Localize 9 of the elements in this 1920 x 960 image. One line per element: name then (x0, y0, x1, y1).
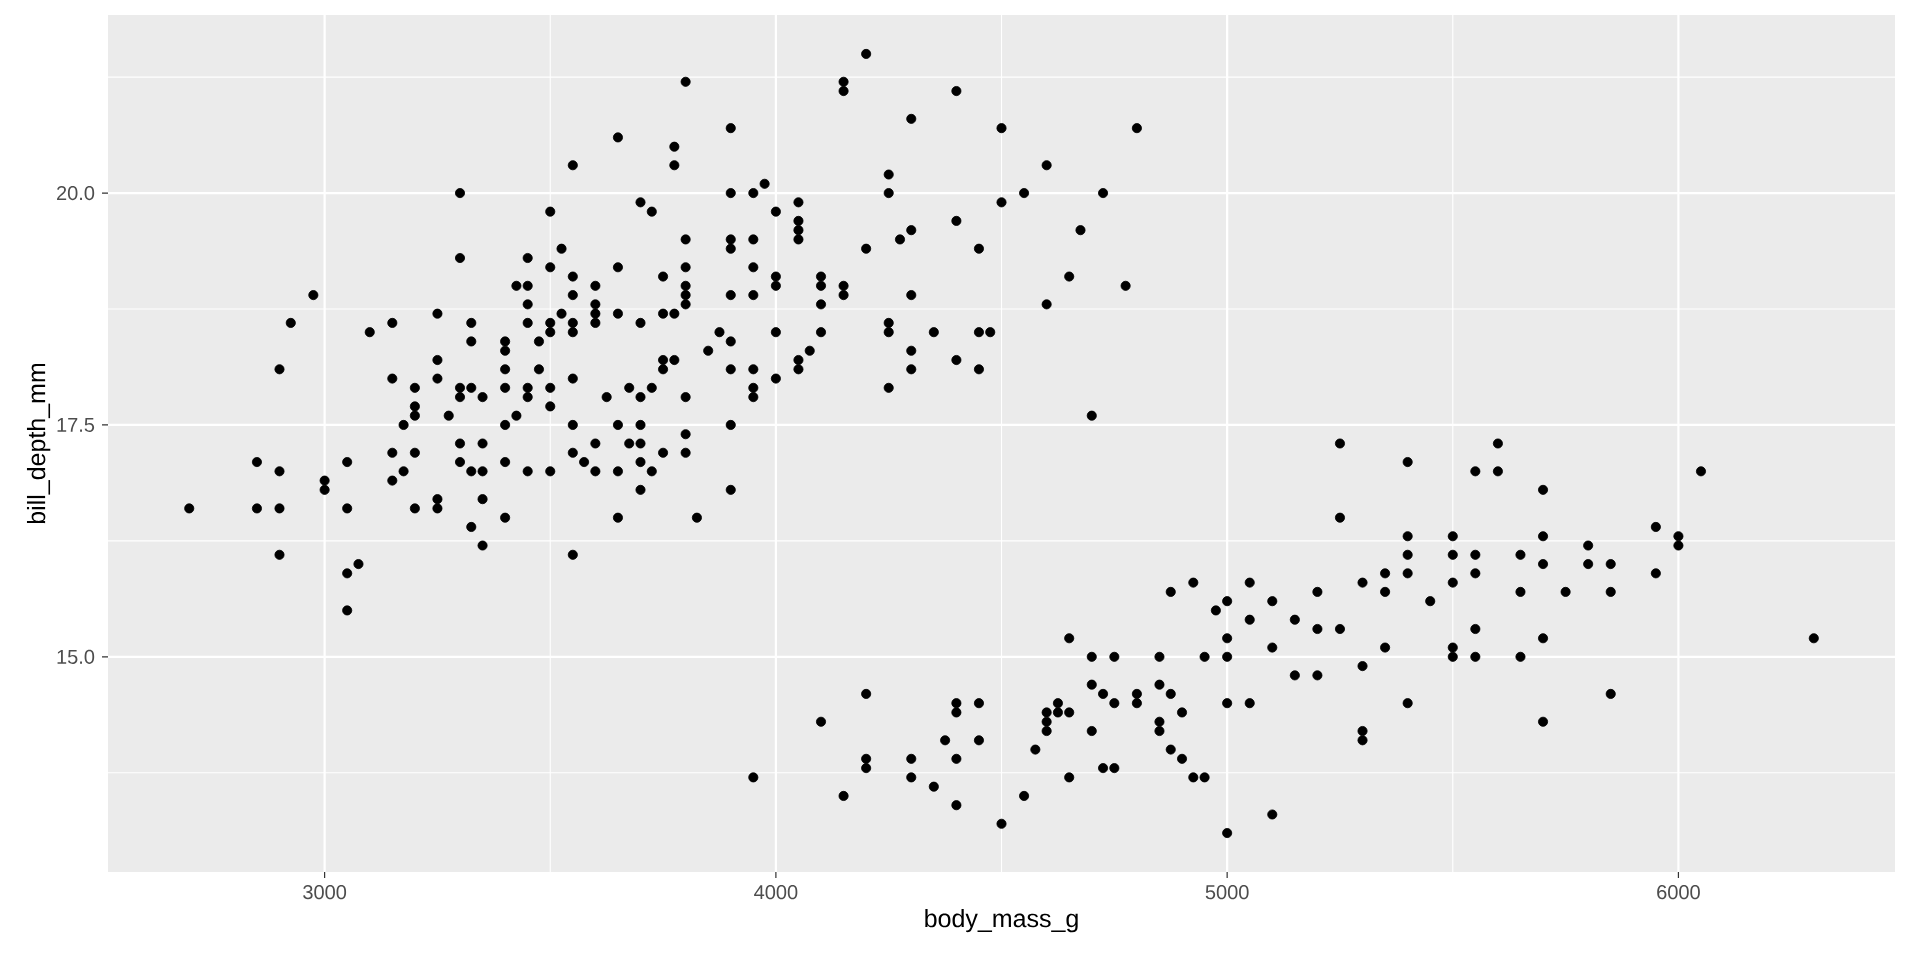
x-tick-label: 6000 (1657, 885, 1700, 900)
y-tick-label: 17.5 (57, 417, 95, 432)
x-tick-label: 3000 (303, 885, 347, 900)
x-tick-label: 4000 (754, 885, 798, 900)
y-axis-title: bill_depth_mm (26, 363, 51, 524)
y-tick-label: 20.0 (57, 186, 95, 201)
y-tick-label: 15.0 (57, 649, 95, 664)
x-axis-title: body_mass_g (925, 908, 1078, 933)
x-tick-label: 5000 (1205, 885, 1249, 900)
